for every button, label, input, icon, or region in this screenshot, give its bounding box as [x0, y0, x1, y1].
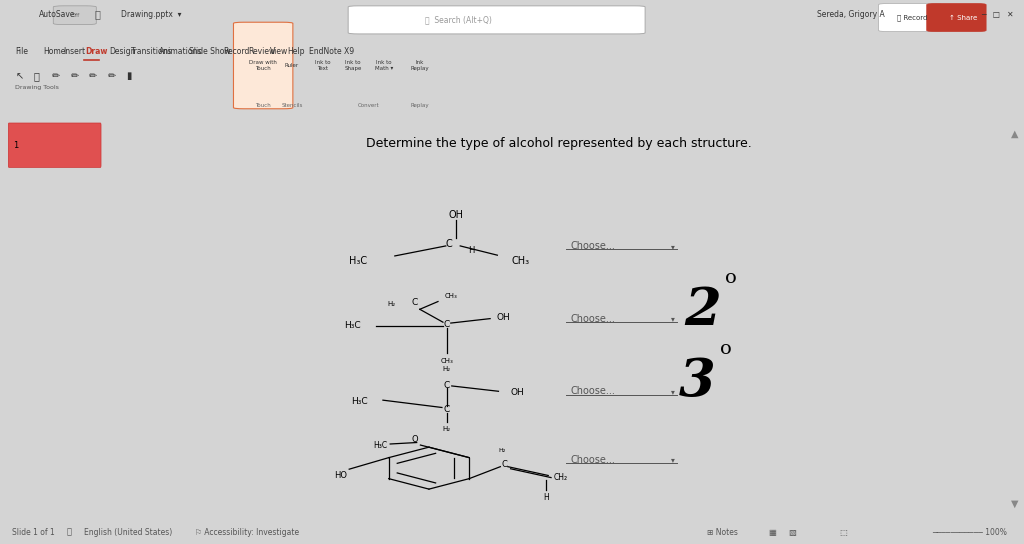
Text: ⏺ Record: ⏺ Record [897, 14, 928, 21]
Text: CH₂: CH₂ [554, 473, 568, 481]
Text: C: C [443, 381, 450, 390]
Text: o: o [720, 340, 731, 358]
Text: Ink to
Text: Ink to Text [314, 60, 331, 71]
Text: C: C [443, 320, 450, 329]
Text: Review: Review [248, 47, 275, 56]
Text: Slide 1 of 1: Slide 1 of 1 [12, 528, 55, 537]
Text: Choose...: Choose... [570, 455, 615, 465]
Text: Choose...: Choose... [570, 314, 615, 324]
Text: H₃C: H₃C [349, 256, 368, 266]
FancyBboxPatch shape [8, 123, 101, 168]
Text: Off: Off [70, 13, 80, 18]
Text: ⬭: ⬭ [34, 71, 40, 81]
Text: C: C [443, 405, 450, 414]
Text: C: C [445, 239, 453, 249]
Text: 1: 1 [13, 141, 18, 150]
Text: H₂: H₂ [498, 448, 506, 454]
Text: H₃C: H₃C [344, 322, 360, 330]
Text: View: View [270, 47, 289, 56]
Text: O: O [412, 435, 418, 444]
Text: Insert: Insert [63, 47, 86, 56]
Text: Ruler: Ruler [285, 63, 299, 68]
Text: ✏: ✏ [108, 71, 116, 81]
Text: ↑ Share: ↑ Share [949, 15, 978, 21]
Text: ▲: ▲ [1011, 129, 1019, 139]
Text: Draw with
Touch: Draw with Touch [249, 60, 278, 71]
Text: Drawing Tools: Drawing Tools [15, 85, 59, 90]
Text: Determine the type of alcohol represented by each structure.: Determine the type of alcohol represente… [366, 137, 752, 150]
Text: ▾: ▾ [671, 314, 675, 323]
FancyBboxPatch shape [53, 6, 96, 24]
Text: Choose...: Choose... [570, 241, 615, 251]
Text: H₃C: H₃C [351, 397, 369, 406]
Text: 2: 2 [684, 285, 721, 336]
Text: ▦: ▦ [768, 528, 776, 537]
Text: ⬚: ⬚ [840, 528, 848, 537]
Text: ▾: ▾ [671, 387, 675, 396]
Text: HO: HO [334, 471, 347, 480]
Text: OH: OH [511, 388, 524, 397]
Text: 🔍  Search (Alt+Q): 🔍 Search (Alt+Q) [425, 15, 492, 24]
Text: ▾: ▾ [671, 455, 675, 465]
Text: ⚐ Accessibility: Investigate: ⚐ Accessibility: Investigate [195, 528, 299, 537]
Text: EndNote X9: EndNote X9 [309, 47, 354, 56]
Text: Drawing.pptx  ▾: Drawing.pptx ▾ [121, 10, 181, 18]
Text: ▼: ▼ [1011, 498, 1019, 509]
Text: Draw: Draw [85, 47, 108, 56]
Text: ⊞ Notes: ⊞ Notes [707, 528, 737, 537]
Text: Choose...: Choose... [570, 386, 615, 397]
Text: 🗋: 🗋 [67, 528, 72, 537]
Text: H: H [468, 246, 474, 256]
Text: File: File [15, 47, 29, 56]
Text: Ink to
Shape: Ink to Shape [345, 60, 361, 71]
Text: o: o [725, 269, 737, 287]
Text: AutoSave: AutoSave [39, 10, 76, 18]
Text: CH₃: CH₃ [444, 293, 457, 299]
Text: Help: Help [288, 47, 305, 56]
Text: H: H [544, 493, 549, 502]
FancyBboxPatch shape [927, 3, 986, 32]
Text: Sereda, Grigory A: Sereda, Grigory A [817, 10, 885, 18]
Text: ▧: ▧ [788, 528, 797, 537]
Text: CH₃: CH₃ [440, 358, 454, 364]
Text: C: C [412, 298, 418, 307]
Text: Home: Home [43, 47, 66, 56]
Text: ✏: ✏ [52, 71, 60, 81]
Text: Ink to
Math ▾: Ink to Math ▾ [375, 60, 393, 71]
FancyBboxPatch shape [348, 6, 645, 34]
Text: OH: OH [496, 313, 510, 322]
Text: English (United States): English (United States) [84, 528, 172, 537]
Text: H₃C: H₃C [373, 441, 387, 449]
Text: Record: Record [223, 47, 250, 56]
Text: Ink
Replay: Ink Replay [411, 60, 429, 71]
Text: H₂: H₂ [387, 301, 395, 307]
Text: OH: OH [449, 209, 463, 220]
Text: Touch: Touch [255, 103, 271, 108]
Text: ▮: ▮ [126, 71, 131, 81]
Text: ─   □   ✕: ─ □ ✕ [981, 10, 1014, 18]
Text: Animations: Animations [159, 47, 202, 56]
FancyBboxPatch shape [233, 22, 293, 109]
Text: CH₃: CH₃ [511, 256, 529, 266]
Text: ▾: ▾ [671, 242, 675, 251]
Text: Replay: Replay [411, 103, 429, 108]
Text: 🖫: 🖫 [94, 9, 100, 19]
Text: Transitions: Transitions [131, 47, 173, 56]
Text: ↖: ↖ [15, 71, 24, 81]
Text: ✏: ✏ [89, 71, 97, 81]
Text: H₂: H₂ [442, 426, 451, 432]
Text: Convert: Convert [357, 103, 380, 108]
Text: H₂: H₂ [442, 366, 451, 372]
Text: C: C [501, 460, 507, 469]
Text: ─────────── 100%: ─────────── 100% [932, 528, 1007, 537]
FancyBboxPatch shape [879, 3, 942, 32]
Text: Design: Design [110, 47, 136, 56]
Text: 3: 3 [679, 356, 716, 407]
Text: Slide Show: Slide Show [189, 47, 231, 56]
Text: ✏: ✏ [71, 71, 79, 81]
Text: Stencils: Stencils [282, 103, 302, 108]
